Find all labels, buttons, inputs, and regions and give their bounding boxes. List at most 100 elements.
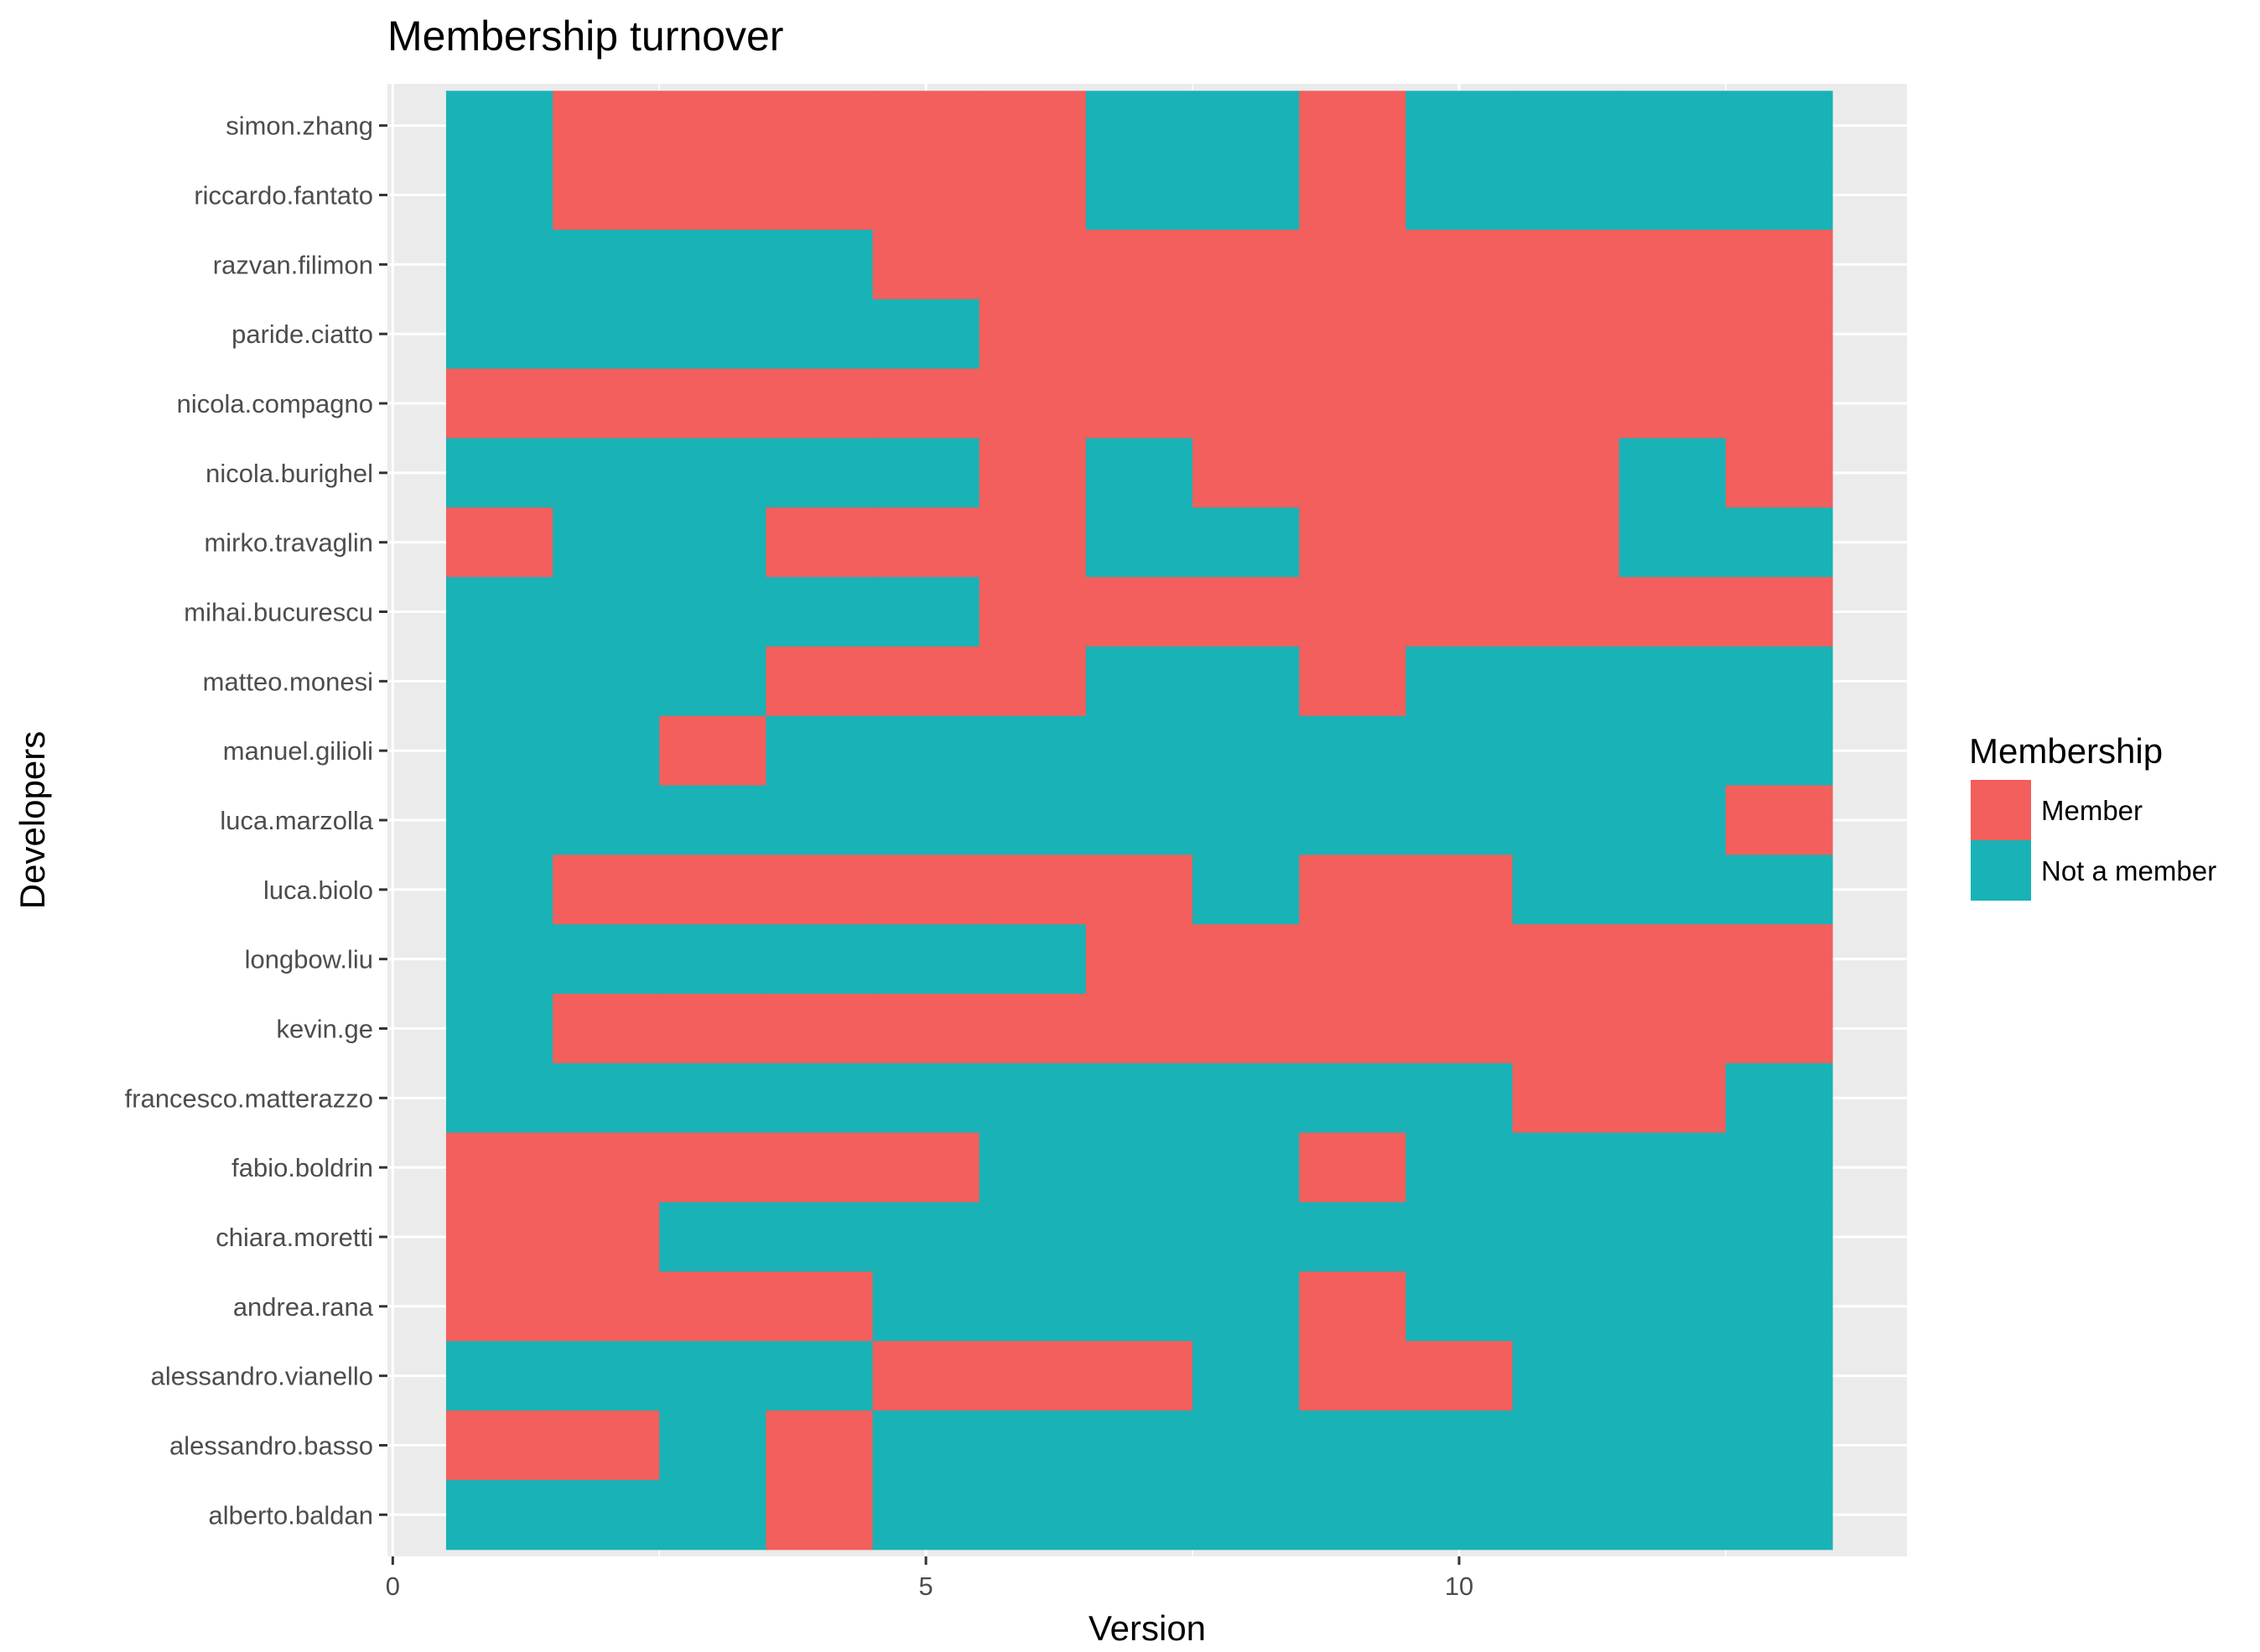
heatmap-cell: [979, 507, 1087, 578]
heatmap-cell: [1618, 715, 1727, 787]
heatmap-cell: [659, 1132, 767, 1203]
heatmap-cell: [1192, 1341, 1300, 1411]
heatmap-cell: [1299, 855, 1406, 925]
heatmap-cell: [1299, 1202, 1406, 1272]
heatmap-cell: [1085, 1341, 1193, 1411]
heatmap-cell: [659, 1271, 767, 1342]
heatmap-cell: [1085, 368, 1193, 439]
heatmap-cell: [1299, 1410, 1406, 1481]
heatmap-cell: [1405, 229, 1514, 300]
legend-title: Membership: [1969, 731, 2163, 771]
y-tick-label: chiara.moretti: [216, 1223, 373, 1252]
heatmap-cell: [1405, 507, 1514, 578]
heatmap-cell: [979, 577, 1087, 647]
heatmap-cell: [1299, 91, 1406, 161]
heatmap-cell: [872, 91, 980, 161]
heatmap-cell: [659, 1341, 767, 1411]
heatmap-cell: [979, 1271, 1087, 1342]
heatmap-cell: [1725, 577, 1833, 647]
heatmap-cell: [445, 229, 553, 300]
y-axis: simon.zhang riccardo.fantato razvan.filimo…: [125, 112, 387, 1530]
heatmap-cell: [1725, 229, 1833, 300]
heatmap-cell: [1405, 1341, 1514, 1411]
heatmap-cell: [1405, 368, 1514, 439]
heatmap-cell: [1405, 1132, 1514, 1203]
heatmap-cell: [445, 855, 553, 925]
heatmap-cell: [872, 924, 980, 995]
heatmap-cell: [979, 715, 1087, 787]
heatmap-cell: [1512, 646, 1620, 717]
heatmap-cell: [1618, 1202, 1727, 1272]
heatmap-cell: [445, 994, 553, 1064]
heatmap-cell: [766, 1271, 874, 1342]
heatmap-cell: [872, 438, 980, 508]
heatmap-cell: [766, 160, 874, 231]
heatmap-cell: [872, 646, 980, 717]
heatmap-cell: [1512, 1479, 1620, 1551]
heatmap-cell: [1512, 577, 1620, 647]
heatmap-cell: [979, 368, 1087, 439]
heatmap-cell: [1085, 994, 1193, 1064]
heatmap-cell: [1085, 855, 1193, 925]
heatmap-cell: [445, 438, 553, 508]
heatmap-cell: [1085, 91, 1193, 161]
heatmap-cell: [1192, 1062, 1300, 1134]
heatmap-cell: [1512, 1202, 1620, 1272]
heatmap-cell: [659, 1062, 767, 1134]
heatmap-cell: [872, 1062, 980, 1134]
heatmap-cell: [872, 229, 980, 300]
heatmap-cell: [1299, 785, 1406, 856]
y-tick-label: nicola.burighel: [205, 459, 373, 488]
heatmap-cell: [766, 1132, 874, 1203]
heatmap-cell: [1192, 438, 1300, 508]
heatmap-cell: [1192, 1479, 1300, 1551]
heatmap-cell: [1618, 1341, 1727, 1411]
heatmap-cell: [1299, 715, 1406, 787]
heatmap-cell: [553, 438, 660, 508]
heatmap-cell: [1192, 299, 1300, 370]
heatmap-cell: [1618, 1479, 1727, 1551]
heatmap-cell: [1725, 299, 1833, 370]
heatmap-cell: [659, 438, 767, 508]
heatmap-cell: [1618, 299, 1727, 370]
heatmap-cell: [1405, 994, 1514, 1064]
heatmap-cell: [1725, 438, 1833, 508]
heatmap-cell: [766, 1202, 874, 1272]
legend: Membership Member Not a member: [1969, 731, 2216, 901]
y-tick-label: razvan.filimon: [213, 250, 373, 279]
heatmap-cell: [1725, 1341, 1833, 1411]
heatmap-cell: [766, 507, 874, 578]
heatmap-cell: [553, 924, 660, 995]
heatmap-cell: [1618, 994, 1727, 1064]
heatmap-cell: [1512, 438, 1620, 508]
heatmap-cell: [766, 1479, 874, 1551]
heatmap-cell: [1192, 924, 1300, 995]
heatmap-cell: [1192, 91, 1300, 161]
y-tick-label: matteo.monesi: [203, 667, 373, 696]
heatmap-cell: [1618, 646, 1727, 717]
heatmap-cell: [979, 91, 1087, 161]
legend-swatch: [1971, 780, 2031, 840]
heatmap-cell: [766, 924, 874, 995]
heatmap-cell: [1085, 1132, 1193, 1203]
heatmap-cell: [979, 646, 1087, 717]
heatmap-cell: [1512, 229, 1620, 300]
heatmap-cell: [1192, 1271, 1300, 1342]
heatmap-cell: [1192, 855, 1300, 925]
heatmap-cell: [1299, 577, 1406, 647]
heatmap-cell: [1725, 646, 1833, 717]
heatmap-cell: [1618, 785, 1727, 856]
heatmap-cell: [553, 368, 660, 439]
heatmap-cell: [659, 924, 767, 995]
heatmap-cell: [766, 438, 874, 508]
heatmap-cell: [1085, 507, 1193, 578]
heatmap-cell: [1085, 577, 1193, 647]
heatmap-cell: [766, 855, 874, 925]
heatmap-cell: [1405, 1271, 1514, 1342]
heatmap-cell: [1299, 1062, 1406, 1134]
heatmap-cell: [1192, 160, 1300, 231]
heatmap-cell: [1618, 1410, 1727, 1481]
heatmap-cell: [1192, 785, 1300, 856]
y-tick-label: longbow.liu: [245, 945, 373, 974]
